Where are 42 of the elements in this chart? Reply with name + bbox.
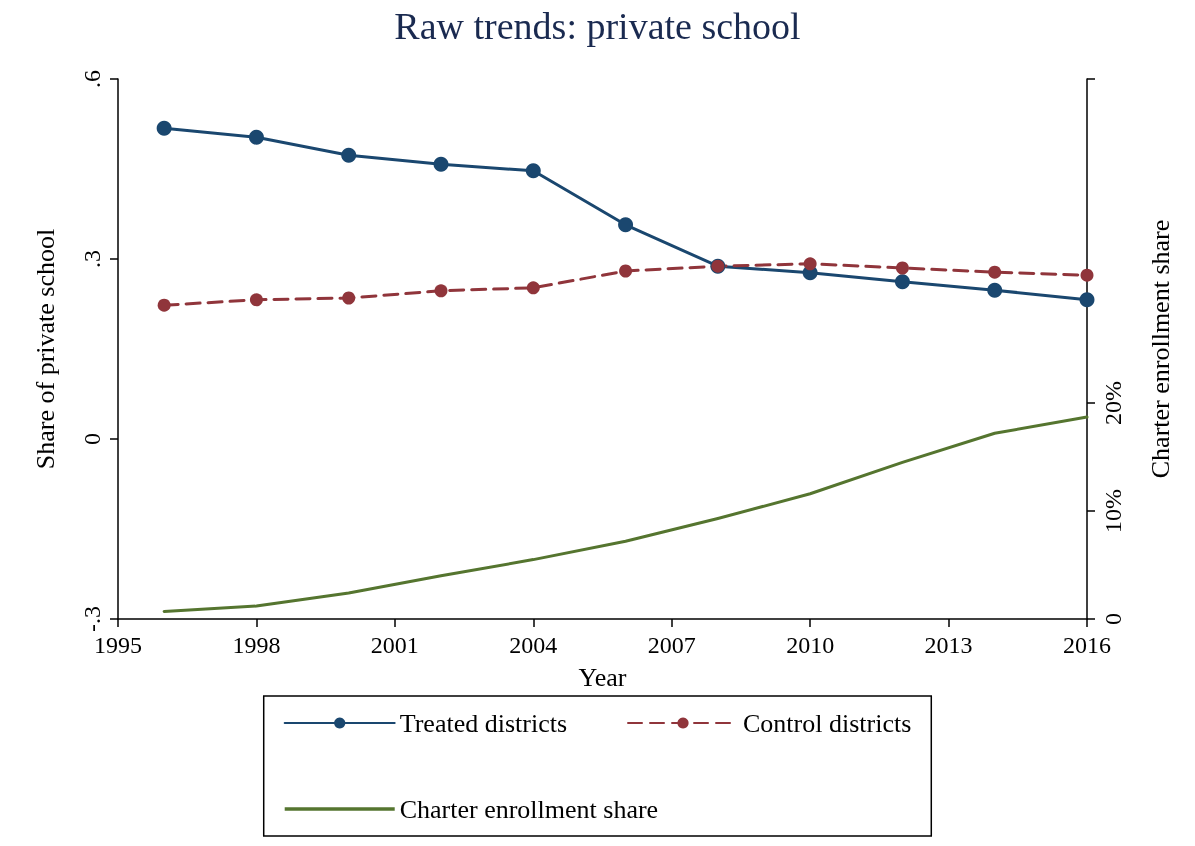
y-tick-label: .3 [79,250,105,268]
point [525,163,541,179]
x-tick-label: 2010 [786,632,835,658]
x-tick-label: 2013 [924,632,973,658]
y-tick-label: 0 [79,433,105,445]
point [248,129,264,145]
point [434,284,448,298]
chart-title: Raw trends: private school [394,5,801,47]
y-tick-label: .6 [79,70,105,88]
y2-tick-label: 20% [1100,381,1126,425]
point [156,120,172,136]
point [619,264,633,278]
point [987,282,1003,298]
point [1080,268,1094,282]
line-series [162,415,1089,613]
point [526,281,540,295]
point [618,217,634,233]
x-tick-label: 1998 [232,632,281,658]
legend-label: Charter enrollment share [399,794,659,824]
x-tick-label: 2004 [509,632,558,658]
point [803,257,817,271]
point [988,265,1002,279]
x-tick-label: 2001 [370,632,419,658]
x-axis-title: Year [578,662,627,692]
x-tick-label: 2016 [1063,632,1111,658]
y2-axis-title: Charter enrollment share [1145,219,1175,479]
point [249,293,263,307]
point [157,298,171,312]
point [433,156,449,172]
x-tick-label: 2007 [647,632,696,658]
y-axis-title: Share of private school [30,228,60,470]
point [1079,292,1095,308]
point [895,261,909,275]
y2-tick-label: 10% [1100,489,1126,533]
legend-label: Treated districts [399,708,568,738]
y2-tick-label: 0 [1100,613,1126,625]
x-tick-label: 1995 [94,632,142,658]
point [341,147,357,163]
y-tick-label: -.3 [79,606,105,632]
point [894,274,910,290]
legend-label: Control districts [743,708,912,738]
point [342,291,356,305]
